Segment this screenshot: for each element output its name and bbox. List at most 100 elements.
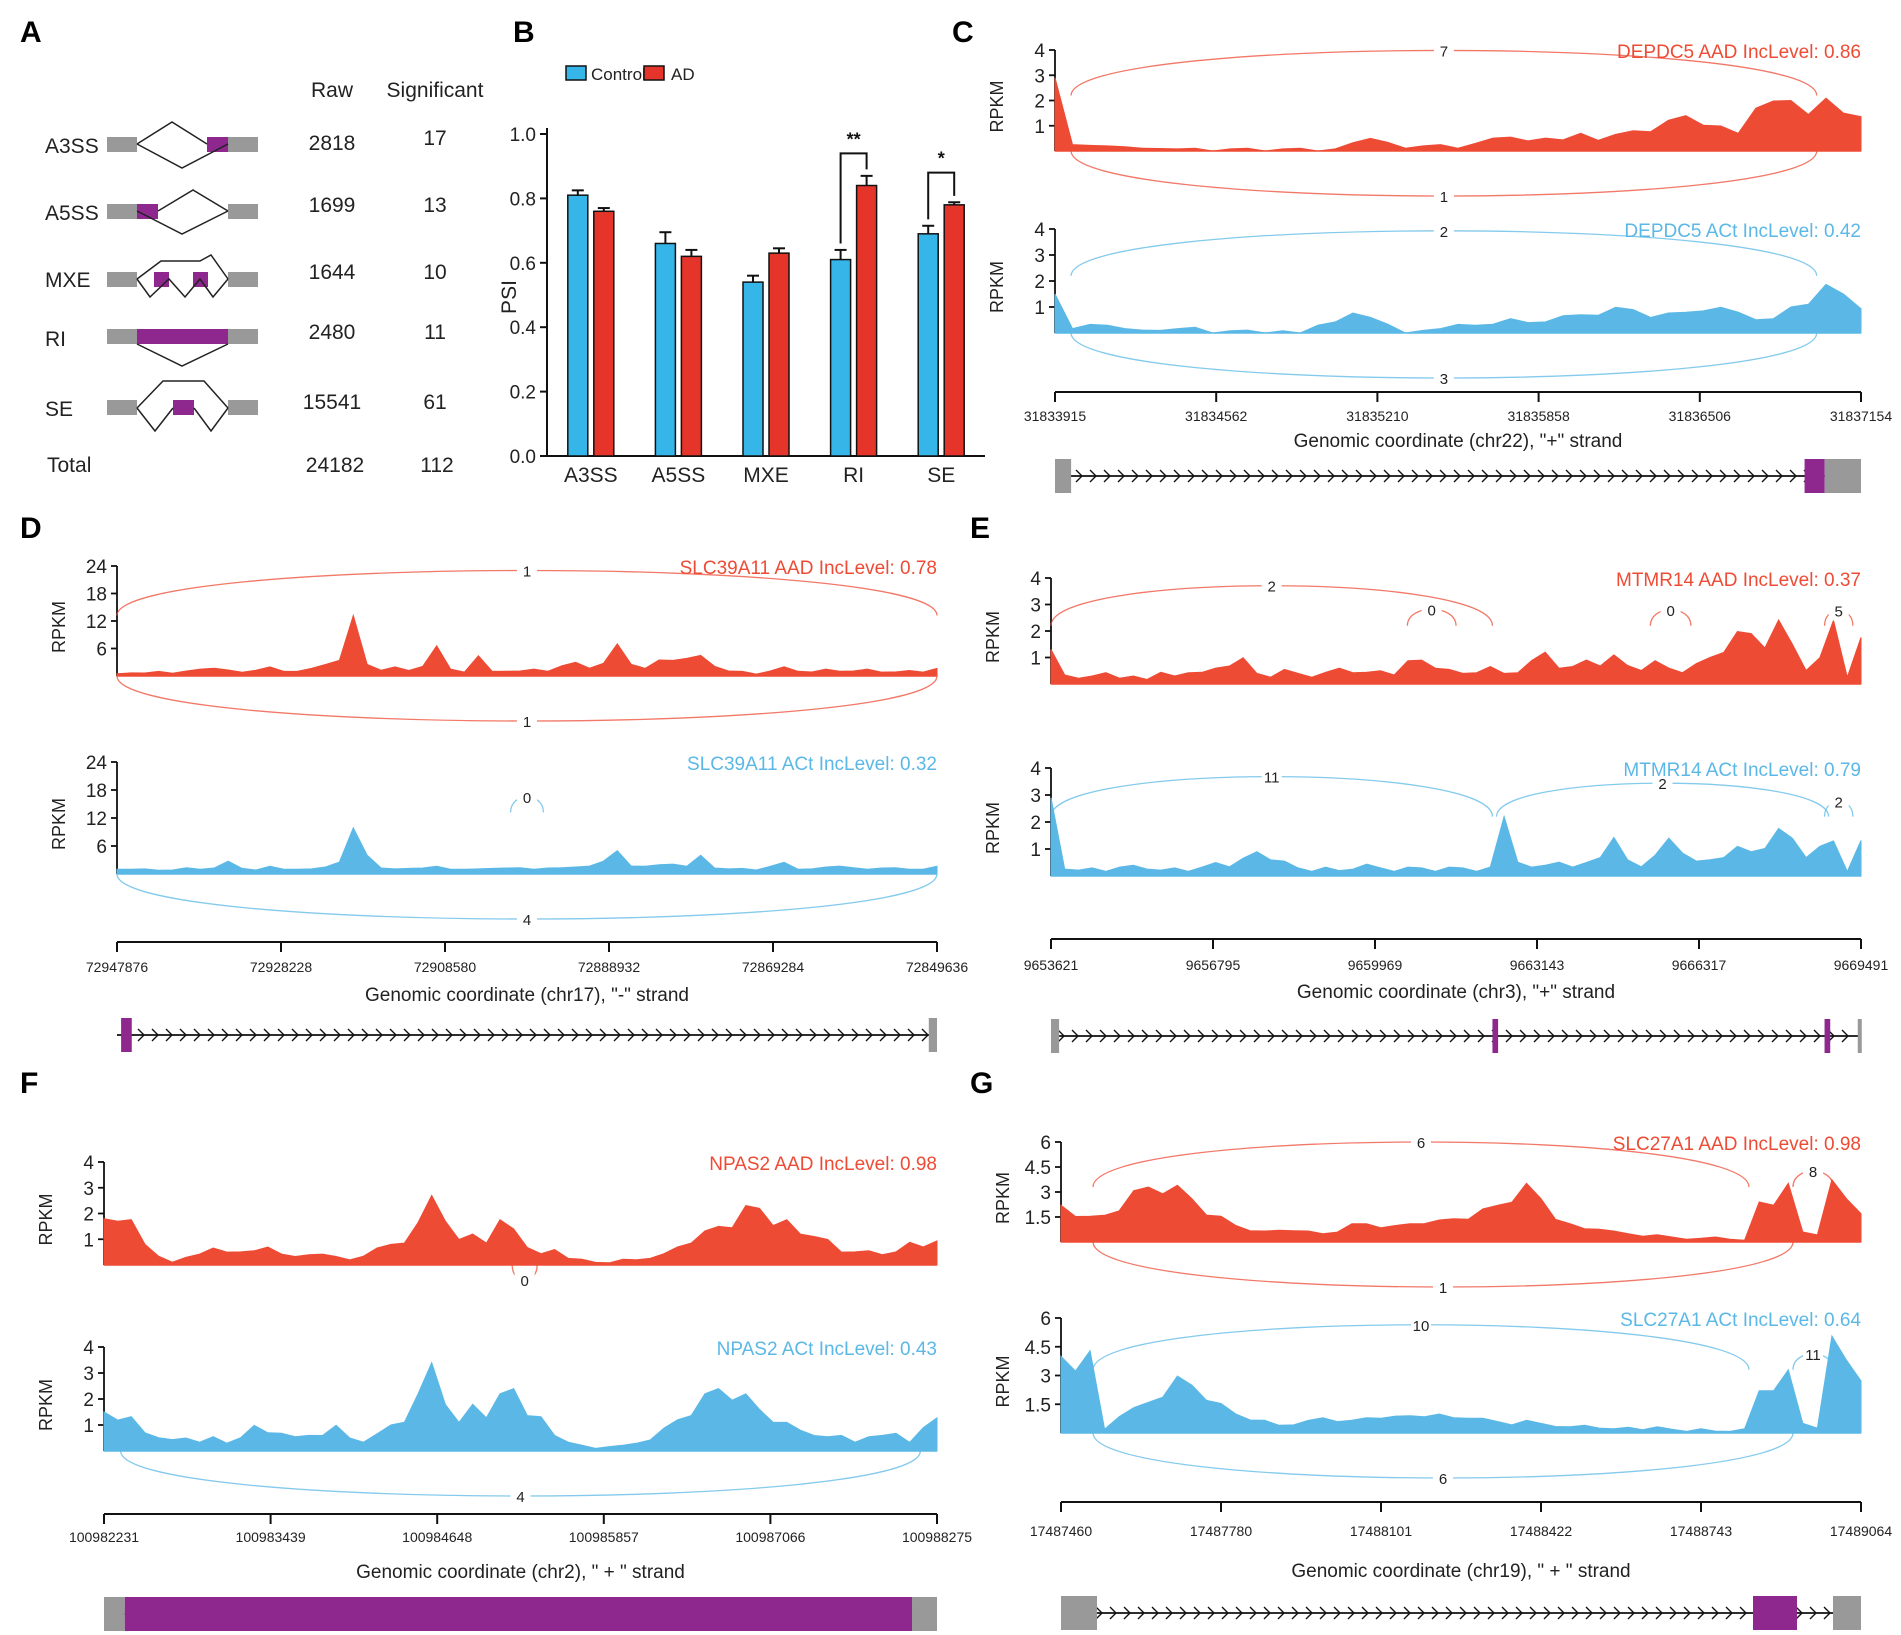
strand-chevron	[1523, 469, 1531, 483]
junction-label-bg	[1803, 1162, 1823, 1182]
strand-chevron	[1145, 469, 1153, 483]
strand-chevron	[193, 1028, 201, 1042]
track-title: SLC39A11 ACt IncLevel: 0.32	[687, 754, 937, 775]
significance-bracket	[927, 171, 956, 220]
x-tick-label: A5SS	[652, 464, 706, 487]
coverage-track-ad: 1 2 3 4 RPKM 0 NPAS2 AAD IncLevel: 0.98	[36, 1153, 938, 1290]
strand-chevron	[1705, 469, 1713, 483]
x-tick-label: 9666317	[1672, 957, 1727, 973]
x-tick-label: 17488422	[1510, 1523, 1573, 1539]
x-axis-label: Genomic coordinate (chr3), "+" strand	[1297, 982, 1615, 1003]
strand-chevron	[711, 1028, 719, 1042]
x-tick-label: 72888932	[578, 959, 641, 975]
panel-letter-c: C	[952, 16, 974, 49]
strand-chevron	[1221, 1606, 1229, 1620]
junction-count-label: 2	[1835, 794, 1843, 811]
exon-block	[1833, 1596, 1861, 1630]
x-tick-label: 9669491	[1834, 957, 1889, 973]
x-tick-label: 17487780	[1190, 1523, 1253, 1539]
y-tick-label: 6	[1040, 1309, 1051, 1330]
strand-chevron	[1617, 1029, 1625, 1043]
y-tick-label: 1	[83, 1416, 94, 1437]
x-tick-label: 100983439	[236, 1529, 306, 1545]
strand-chevron	[1123, 1606, 1131, 1620]
strand-chevron	[1725, 1606, 1733, 1620]
strand-chevron	[1407, 1029, 1415, 1043]
strand-chevron	[1113, 1029, 1121, 1043]
strand-chevron	[1169, 1029, 1177, 1043]
bar-ad	[593, 210, 615, 457]
strand-chevron	[1291, 1606, 1299, 1620]
significant-count: 17	[423, 127, 446, 150]
junction-label-bg	[517, 787, 537, 807]
strand-chevron	[1207, 1606, 1215, 1620]
bar-control	[829, 258, 852, 457]
strand-chevron	[1099, 1029, 1107, 1043]
y-tick-label: 6	[1040, 1133, 1051, 1154]
strand-chevron	[571, 1028, 579, 1042]
y-axis-label: RPKM	[993, 1355, 1013, 1407]
junction-count-label: 3	[1440, 371, 1448, 388]
junction-count-label: 0	[1666, 603, 1674, 620]
strand-chevron	[1305, 1606, 1313, 1620]
x-tick-label: 100984648	[402, 1529, 472, 1545]
strand-chevron	[1459, 1606, 1467, 1620]
event-type-name: MXE	[45, 269, 91, 292]
significant-count: 11	[424, 321, 446, 344]
strand-chevron	[1229, 469, 1237, 483]
junction-label-bg	[1411, 1133, 1431, 1152]
strand-chevron	[1319, 1606, 1327, 1620]
strand-chevron	[1691, 469, 1699, 483]
strand-chevron	[1635, 469, 1643, 483]
strand-chevron	[585, 1028, 593, 1042]
y-tick-label: 4	[1034, 220, 1045, 241]
strand-chevron	[403, 1028, 411, 1042]
bar-ad	[943, 204, 965, 457]
strand-chevron	[1421, 1029, 1429, 1043]
strand-chevron	[1389, 1606, 1397, 1620]
significance-bracket	[839, 152, 868, 244]
strand-chevron	[1467, 469, 1475, 483]
junction-label-bg	[1433, 187, 1454, 206]
x-axis-label: Genomic coordinate (chr17), "-" strand	[365, 985, 689, 1006]
x-tick-label: 100982231	[69, 1529, 139, 1545]
junction-count-label: 8	[1809, 1164, 1817, 1181]
exon-block	[912, 1597, 937, 1631]
strand-chevron	[1659, 1029, 1667, 1043]
strand-chevron	[1435, 1029, 1443, 1043]
raw-count: 15541	[303, 391, 361, 414]
strand-chevron	[1277, 1606, 1285, 1620]
bar-control	[742, 281, 764, 457]
track-title: MTMR14 ACt IncLevel: 0.79	[1623, 760, 1861, 781]
strand-chevron	[1799, 1029, 1807, 1043]
junction-label-bg	[1828, 792, 1849, 812]
x-tick-label: 100988275	[902, 1529, 972, 1545]
y-tick-label: 18	[86, 781, 107, 802]
y-tick-label: 24	[86, 753, 108, 774]
junction-label-bg	[1433, 369, 1454, 388]
strand-chevron	[1201, 469, 1209, 483]
bar-control	[567, 194, 589, 457]
strand-chevron	[389, 1028, 397, 1042]
junction-count-label: 1	[523, 714, 531, 731]
junction-count-label: 0	[523, 790, 531, 807]
strand-chevron	[1445, 1606, 1453, 1620]
strand-chevron	[1057, 1029, 1065, 1043]
strand-chevron	[417, 1028, 425, 1042]
strand-chevron	[1403, 1606, 1411, 1620]
strand-chevron	[333, 1028, 341, 1042]
y-tick-label: 1.0	[510, 125, 536, 146]
gene-model	[1051, 1019, 1862, 1053]
exon-block	[104, 1597, 125, 1631]
strand-chevron	[1187, 469, 1195, 483]
x-tick-label: 100985857	[569, 1529, 639, 1545]
strand-chevron	[1711, 1606, 1719, 1620]
strand-chevron	[1641, 1606, 1649, 1620]
x-tick-label: 100987066	[735, 1529, 805, 1545]
strand-chevron	[1109, 1606, 1117, 1620]
strand-chevron	[1621, 469, 1629, 483]
raw-count: 2818	[309, 132, 356, 155]
track-title: SLC39A11 AAD IncLevel: 0.78	[680, 558, 937, 579]
y-tick-label: 1.5	[1025, 1395, 1051, 1416]
strand-chevron	[1127, 1029, 1135, 1043]
